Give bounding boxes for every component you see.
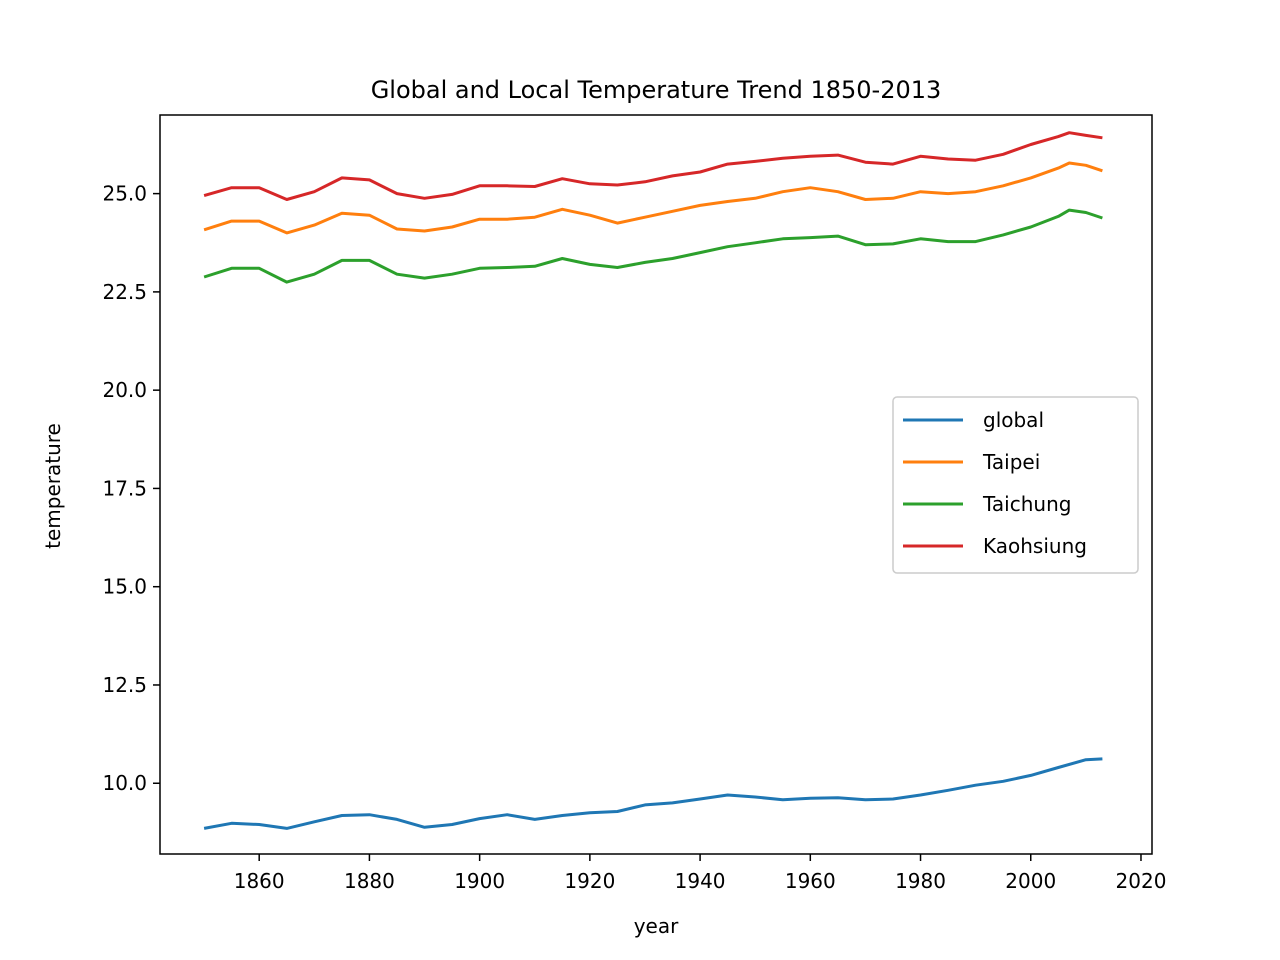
series-line-kaohsiung bbox=[203, 131, 1103, 201]
x-tick-label: 1960 bbox=[785, 869, 836, 893]
x-tick-label: 1920 bbox=[564, 869, 615, 893]
series-line-taichung bbox=[203, 208, 1103, 284]
x-tick-label: 1900 bbox=[454, 869, 505, 893]
y-tick-label: 12.5 bbox=[102, 673, 147, 697]
series-line-global bbox=[203, 757, 1103, 830]
x-tick-label: 1980 bbox=[895, 869, 946, 893]
x-tick-label: 1860 bbox=[234, 869, 285, 893]
y-axis-label: temperature bbox=[41, 423, 65, 549]
y-tick-label: 20.0 bbox=[102, 378, 147, 402]
x-tick-label: 1880 bbox=[344, 869, 395, 893]
legend-label: global bbox=[983, 408, 1044, 432]
y-tick-label: 17.5 bbox=[102, 476, 147, 500]
axes-frame bbox=[159, 114, 1153, 855]
legend-label: Kaohsiung bbox=[983, 534, 1087, 558]
legend-box bbox=[892, 396, 1139, 574]
plot-area: 1860 1880 1900 1920 1940 1960 1980 2000 2020 10.0… bbox=[102, 114, 1167, 893]
y-tick-label: 22.5 bbox=[102, 280, 147, 304]
y-tick-label: 10.0 bbox=[102, 771, 147, 795]
x-tick-label: 1940 bbox=[675, 869, 726, 893]
chart-title: Global and Local Temperature Trend 1850-… bbox=[371, 76, 942, 104]
x-axis-label: year bbox=[634, 914, 679, 938]
legend: global Taipei Taichung Kaohsiung bbox=[892, 396, 1139, 574]
legend-label: Taichung bbox=[982, 492, 1071, 516]
series-line-taipei bbox=[203, 161, 1103, 235]
x-tick-label: 2000 bbox=[1005, 869, 1056, 893]
y-tick-label: 25.0 bbox=[102, 182, 147, 206]
x-tick-label: 2020 bbox=[1116, 869, 1167, 893]
legend-label: Taipei bbox=[982, 450, 1040, 474]
y-tick-label: 15.0 bbox=[102, 575, 147, 599]
